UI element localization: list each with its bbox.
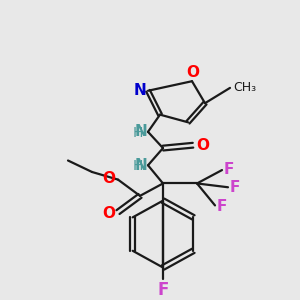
Text: O: O [187,65,200,80]
Text: N: N [133,83,146,98]
Text: O: O [102,206,115,220]
Text: O: O [196,138,209,153]
Text: CH₃: CH₃ [233,81,256,94]
Text: H: H [133,126,143,140]
Text: N: N [134,124,147,139]
Text: H: H [133,159,143,173]
Text: N: N [134,158,147,173]
Text: F: F [157,281,169,299]
Text: F: F [230,180,240,195]
Text: F: F [224,162,234,177]
Text: O: O [102,171,115,186]
Text: F: F [217,199,227,214]
